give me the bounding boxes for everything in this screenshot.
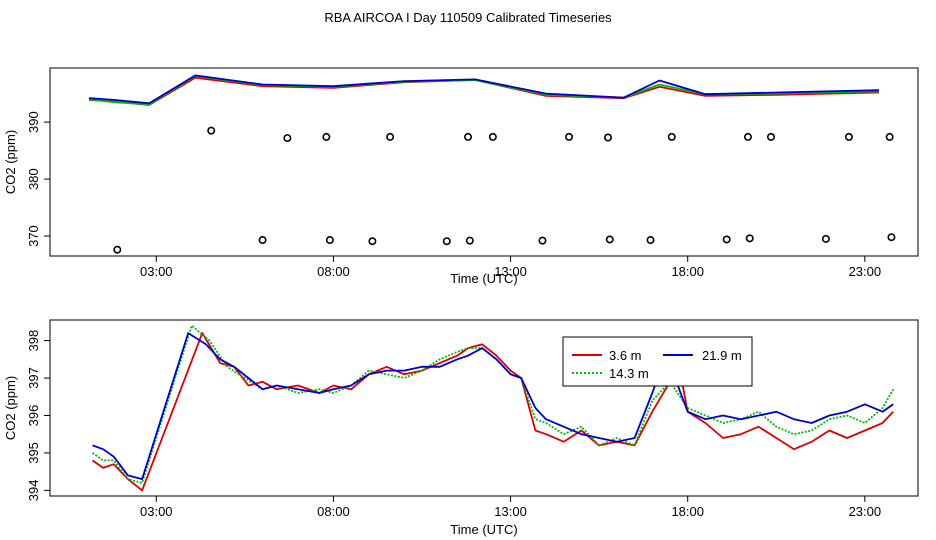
calibration-point	[113, 245, 122, 254]
calibration-point	[465, 236, 474, 245]
calibration-point	[722, 235, 731, 244]
calibration-point	[605, 235, 614, 244]
x-tick-label: 13:00	[494, 504, 527, 519]
calibration-point	[844, 132, 853, 141]
x-tick-label: 18:00	[671, 264, 704, 279]
bottom-y-axis: 394 395 396 397 398	[26, 330, 50, 501]
legend-label-3.6m: 3.6 m	[609, 348, 642, 363]
top-x-label: Time (UTC)	[450, 271, 517, 286]
bottom-panel: 394 395 396 397 398 03:00 08:00 13:00 18:00 23:0…	[3, 319, 919, 537]
bottom-y-label: CO2 (ppm)	[3, 376, 18, 440]
y-tick-label: 370	[26, 225, 41, 247]
legend: 3.6 m 14.3 m 21.9 m	[562, 336, 753, 387]
y-tick-label: 390	[26, 111, 41, 133]
x-tick-label: 18:00	[671, 504, 704, 519]
bottom-plot-frame	[49, 319, 919, 497]
bottom-series-group	[91, 324, 894, 492]
calibration-point	[283, 134, 292, 143]
y-tick-label: 398	[26, 330, 41, 352]
legend-box	[562, 336, 753, 387]
top-x-axis: 03:00 08:00 13:00 18:00 23:00	[140, 256, 881, 279]
calibration-point	[386, 132, 395, 141]
y-tick-label: 397	[26, 367, 41, 389]
figure-title: RBA AIRCOA I Day 110509 Calibrated Times…	[324, 10, 612, 25]
y-tick-label: 395	[26, 442, 41, 464]
top-points-group	[113, 126, 896, 254]
calibration-point	[743, 132, 752, 141]
y-tick-label: 396	[26, 405, 41, 427]
top-y-label: CO2 (ppm)	[3, 130, 18, 194]
calibration-point	[368, 237, 377, 246]
x-tick-label: 08:00	[317, 264, 350, 279]
legend-label-14.3m: 14.3 m	[609, 366, 649, 381]
x-tick-label: 03:00	[140, 504, 173, 519]
top-series-group	[88, 74, 880, 106]
calibration-point	[464, 132, 473, 141]
series-line-21.9m	[88, 74, 880, 105]
calibration-point	[766, 132, 775, 141]
calibration-point	[325, 236, 334, 245]
legend-label-21.9m: 21.9 m	[702, 348, 742, 363]
x-tick-label: 08:00	[317, 504, 350, 519]
top-y-axis: 370 380 390	[26, 111, 50, 247]
x-tick-label: 23:00	[849, 264, 882, 279]
calibration-point	[603, 133, 612, 142]
y-tick-label: 380	[26, 168, 41, 190]
calibration-point	[207, 126, 216, 135]
calibration-point	[322, 132, 331, 141]
x-tick-label: 23:00	[849, 504, 882, 519]
y-tick-label: 394	[26, 480, 41, 502]
calibration-point	[667, 132, 676, 141]
calibration-point	[745, 234, 754, 243]
series-line-3.6m	[91, 332, 894, 492]
series-line-21.9m	[92, 332, 894, 481]
bottom-x-axis: 03:00 08:00 13:00 18:00 23:00	[140, 496, 881, 519]
calibration-point	[538, 236, 547, 245]
calibration-point	[565, 132, 574, 141]
calibration-point	[258, 236, 267, 245]
calibration-point	[887, 233, 896, 242]
calibration-point	[442, 237, 451, 246]
calibration-point	[646, 236, 655, 245]
x-tick-label: 13:00	[494, 264, 527, 279]
calibration-point	[885, 132, 894, 141]
x-tick-label: 03:00	[140, 264, 173, 279]
calibration-point	[488, 132, 497, 141]
top-plot-frame	[49, 67, 919, 257]
top-panel: 370 380 390 03:00 08:00 13:00 18:00 23:00 Time…	[3, 67, 919, 286]
bottom-x-label: Time (UTC)	[450, 522, 517, 537]
calibration-point	[821, 234, 830, 243]
